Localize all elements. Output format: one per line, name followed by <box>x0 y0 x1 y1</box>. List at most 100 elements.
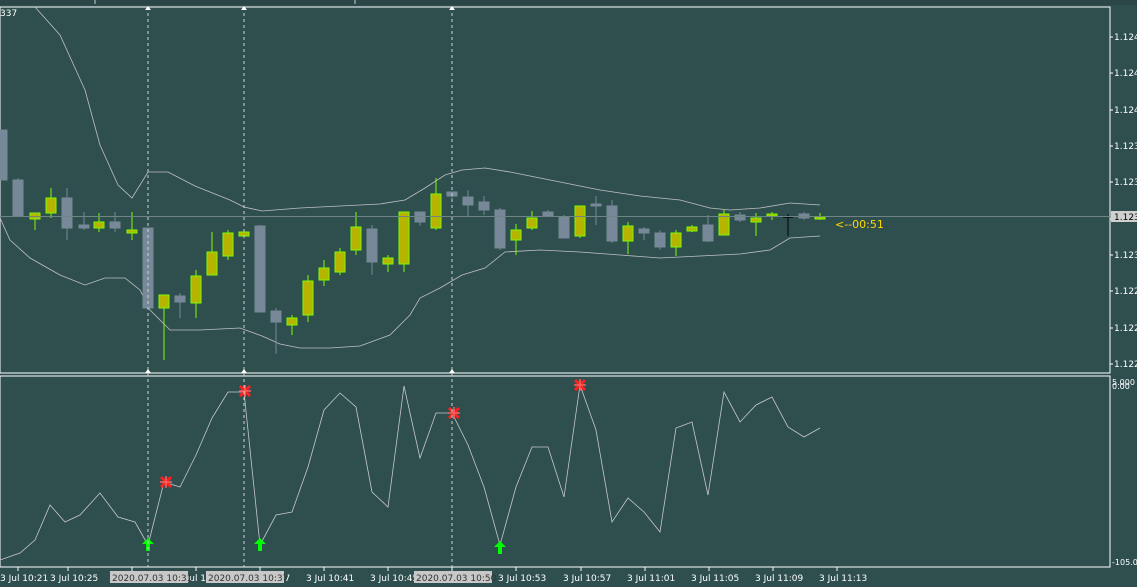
candle-body <box>590 203 602 207</box>
time-label: 3 Jul 11:01 <box>627 574 675 584</box>
candle-body <box>78 224 90 229</box>
candle-body <box>382 257 394 265</box>
candle-body <box>606 205 618 242</box>
candle-body <box>574 205 586 237</box>
sell-marker-icon <box>447 406 461 420</box>
candle-body <box>270 310 282 323</box>
price-label: 1.122 <box>1114 324 1137 334</box>
signal-line-mid-cap <box>449 369 455 373</box>
candle-body <box>494 209 506 249</box>
candle-body <box>734 214 746 221</box>
sell-marker-icon <box>238 384 252 398</box>
arrow-shape <box>142 538 154 551</box>
buy-arrow-icon <box>142 538 154 551</box>
price-label: 1.123 <box>1114 142 1137 152</box>
sell-marker-icon <box>159 475 173 489</box>
arrow-shape <box>494 541 506 554</box>
candle-body <box>190 275 202 304</box>
marker-cross <box>574 379 586 391</box>
candle-body <box>526 217 538 229</box>
candle-body <box>350 226 362 251</box>
top-strip <box>0 0 1137 5</box>
candle-body <box>814 216 826 220</box>
time-label: 3 Jul 10:57 <box>563 574 611 584</box>
time-highlight-badge <box>206 571 284 583</box>
signal-line-top-cap <box>241 6 247 10</box>
candle-body <box>686 226 698 232</box>
time-label: 3 Jul 10:21 <box>0 574 48 584</box>
oscillator-line <box>0 384 821 561</box>
arrow-shape <box>254 538 266 551</box>
price-label: 1.122 <box>1114 287 1137 297</box>
time-label: 3 Jul 10:25 <box>50 574 98 584</box>
time-highlight-badge <box>110 571 188 583</box>
candle-body <box>158 294 170 309</box>
candle-body <box>478 201 490 211</box>
signal-line-top-cap <box>145 6 151 10</box>
top-left-label: 337 <box>0 9 17 19</box>
candle-body <box>462 196 474 206</box>
bollinger-bands <box>0 6 821 349</box>
oscillator-axis-label: -105.0 <box>1112 558 1137 567</box>
price-label: 1.122 <box>1114 360 1137 370</box>
candle-body <box>206 251 218 276</box>
candle-body <box>558 216 570 239</box>
time-highlight-label: 2020.07.03 10:50 <box>416 574 497 584</box>
marker-cross <box>160 476 172 488</box>
current-price-label: 1.123 <box>1114 213 1137 223</box>
candle-body <box>702 224 714 242</box>
candle-body <box>286 317 298 326</box>
price-label: 1.124 <box>1114 33 1137 43</box>
candle-body <box>318 267 330 281</box>
candle-body <box>93 221 105 229</box>
time-highlight-badge <box>414 571 492 583</box>
price-label: 1.123 <box>1114 251 1137 261</box>
candle-body <box>654 232 666 248</box>
candle-body <box>12 179 24 217</box>
time-label: 3 Jul 11:09 <box>755 574 804 584</box>
candle-body <box>750 217 762 223</box>
candle-body <box>638 228 650 234</box>
candle-body <box>254 225 266 313</box>
signal-markers <box>142 378 587 554</box>
time-highlight-label: 2020.07.03 10:31 <box>112 574 192 584</box>
signal-line-mid-cap <box>145 369 151 373</box>
time-axis: 3 Jul 10:213 Jul 10:253 Jul 10:293 Jul 1… <box>0 567 867 584</box>
candle-body <box>366 228 378 263</box>
candle-body <box>398 211 410 265</box>
indicator-panel[interactable] <box>0 375 1111 568</box>
buy-arrow-icon <box>254 538 266 551</box>
marker-cross <box>239 385 251 397</box>
candle-body <box>430 193 442 229</box>
candle-body <box>510 229 522 241</box>
candle-body <box>766 213 778 217</box>
price-label: 1.124 <box>1114 106 1137 116</box>
candle-body <box>334 251 346 273</box>
time-label: 3 Jul 10:33 <box>178 574 226 584</box>
countdown-label: <--00:51 <box>835 218 884 231</box>
time-label: 3 Jul 11:13 <box>819 574 867 584</box>
candle-body <box>0 129 8 181</box>
candle-body <box>109 221 121 229</box>
candle-body <box>670 232 682 248</box>
time-label: 3 Jul 10:41 <box>306 574 354 584</box>
candle-body <box>222 232 234 257</box>
price-panel[interactable] <box>0 6 1111 374</box>
time-label: 3 Jul 10:45 <box>370 574 418 584</box>
candle-body <box>302 280 314 316</box>
bollinger-upper <box>34 6 821 212</box>
oscillator <box>0 384 821 561</box>
candle-body <box>718 213 730 236</box>
signal-vertical-lines <box>145 6 455 567</box>
candle-body <box>542 211 554 217</box>
buy-arrow-icon <box>494 541 506 554</box>
candle-body <box>622 225 634 242</box>
time-highlight-label: 2020.07.03 10:37 <box>208 574 288 584</box>
signal-line-mid-cap <box>241 369 247 373</box>
oscillator-axis-label: 0.00 <box>1112 382 1130 391</box>
candle-body <box>61 197 73 229</box>
oscillator-axis-label: 5.000 <box>1112 378 1135 387</box>
bollinger-lower <box>0 217 821 349</box>
